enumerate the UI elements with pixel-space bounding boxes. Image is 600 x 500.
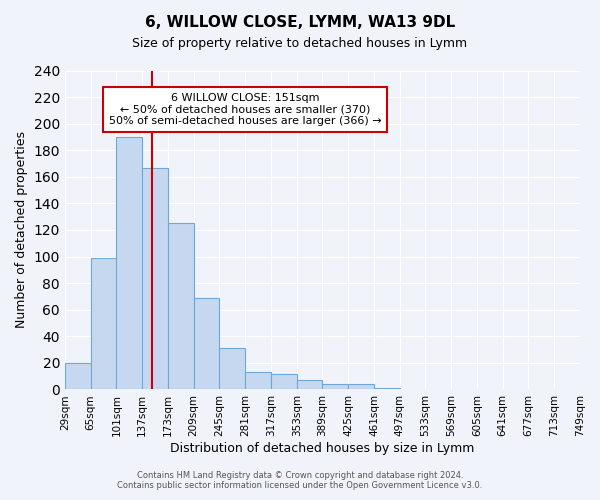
Bar	[297, 380, 322, 390]
Bar	[142, 168, 168, 390]
Bar	[220, 348, 245, 390]
Bar	[348, 384, 374, 390]
Y-axis label: Number of detached properties: Number of detached properties	[15, 132, 28, 328]
Text: Contains HM Land Registry data © Crown copyright and database right 2024.
Contai: Contains HM Land Registry data © Crown c…	[118, 470, 482, 490]
Text: Size of property relative to detached houses in Lymm: Size of property relative to detached ho…	[133, 38, 467, 51]
Bar	[271, 374, 297, 390]
Bar	[245, 372, 271, 390]
Bar	[116, 137, 142, 390]
Text: 6, WILLOW CLOSE, LYMM, WA13 9DL: 6, WILLOW CLOSE, LYMM, WA13 9DL	[145, 15, 455, 30]
Bar	[374, 388, 400, 390]
Bar	[322, 384, 348, 390]
Bar	[168, 224, 194, 390]
Bar	[91, 258, 116, 390]
Text: 6 WILLOW CLOSE: 151sqm
← 50% of detached houses are smaller (370)
50% of semi-de: 6 WILLOW CLOSE: 151sqm ← 50% of detached…	[109, 93, 382, 126]
Bar	[194, 298, 220, 390]
Bar	[65, 363, 91, 390]
X-axis label: Distribution of detached houses by size in Lymm: Distribution of detached houses by size …	[170, 442, 475, 455]
